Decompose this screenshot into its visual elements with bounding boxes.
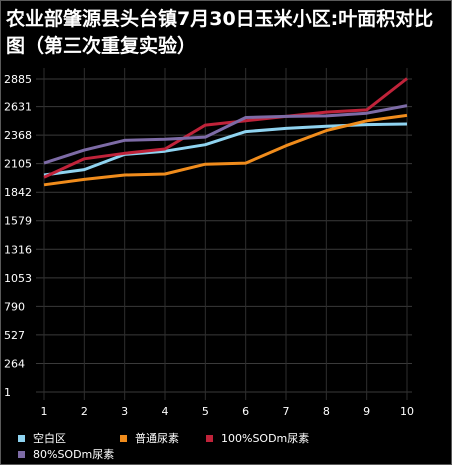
legend-item: 普通尿素 <box>120 430 179 446</box>
y-tick-label: 1842 <box>4 186 32 199</box>
legend-label: 普通尿素 <box>135 432 179 445</box>
x-tick-label: 3 <box>121 405 128 418</box>
y-tick-label: 2885 <box>4 73 32 86</box>
y-tick-label: 2368 <box>4 129 32 142</box>
y-axis-ticks: 1 264 527 790 1053 1316 1579 1842 2105 2368 2631 28… <box>4 73 32 399</box>
series-line-1 <box>43 113 408 187</box>
gridlines <box>36 68 412 400</box>
plot-area <box>36 68 412 400</box>
x-tick-label: 1 <box>41 405 48 418</box>
y-tick-label: 527 <box>4 329 25 342</box>
series-line-2 <box>43 77 408 179</box>
y-tick-label: 1579 <box>4 215 32 228</box>
x-tick-label: 7 <box>283 405 290 418</box>
y-tick-label: 790 <box>4 300 25 313</box>
legend-label: 80%SODm尿素 <box>33 448 115 461</box>
legend-swatch <box>206 434 213 442</box>
series-lines <box>43 77 408 187</box>
y-tick-label: 1 <box>4 386 11 399</box>
y-tick-label: 2631 <box>4 101 32 114</box>
legend-swatch <box>18 450 25 458</box>
x-tick-label: 9 <box>363 405 370 418</box>
legend-item: 100%SODm尿素 <box>206 430 309 446</box>
y-tick-label: 264 <box>4 357 25 370</box>
x-tick-label: 5 <box>202 405 209 418</box>
legend-label: 100%SODm尿素 <box>221 432 310 445</box>
x-tick-label: 4 <box>162 405 169 418</box>
legend-item: 80%SODm尿素 <box>18 446 114 462</box>
y-tick-label: 2105 <box>4 158 32 171</box>
y-tick-label: 1316 <box>4 243 32 256</box>
x-tick-label: 8 <box>323 405 330 418</box>
y-tick-label: 1053 <box>4 272 32 285</box>
legend-swatch <box>120 434 127 442</box>
legend-item: 空白区 <box>18 430 66 446</box>
legend-swatch <box>18 434 25 442</box>
x-tick-label: 2 <box>81 405 88 418</box>
x-tick-label: 6 <box>242 405 249 418</box>
chart-title: 农业部肇源县头台镇7月30日玉米小区:叶面积对比图（第三次重复实验） <box>6 8 434 57</box>
x-axis-ticks: 1 2 3 4 5 6 7 8 9 10 <box>41 405 415 418</box>
legend-label: 空白区 <box>33 432 66 445</box>
x-tick-label: 10 <box>400 405 414 418</box>
series-line-3 <box>43 104 408 165</box>
